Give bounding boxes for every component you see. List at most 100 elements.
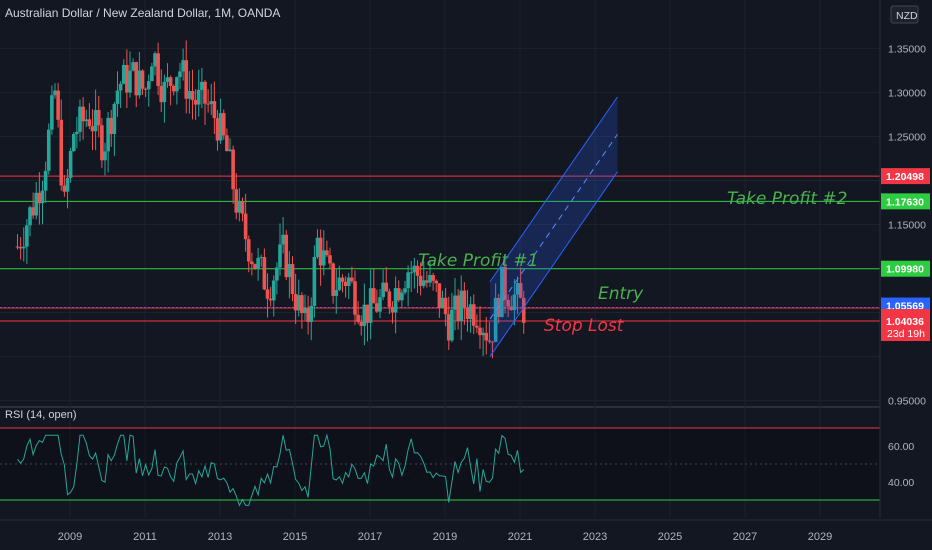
parallel-channel [489, 96, 618, 357]
candle-body [468, 304, 473, 320]
channel-mid [489, 133, 618, 320]
rsi-line [17, 433, 525, 507]
currency-label: NZD [896, 10, 918, 22]
time-tick-label: 2013 [208, 531, 232, 543]
candle-body [290, 264, 295, 295]
candle-body [146, 81, 151, 90]
currency-badge [890, 5, 919, 24]
candle-body [346, 277, 351, 287]
candle-body [234, 189, 239, 213]
candle-body [412, 265, 417, 273]
annotation-label: Stop Lost [544, 316, 625, 336]
time-tick-label: 2011 [133, 531, 157, 543]
candle-body [240, 201, 245, 214]
candle-body [446, 314, 451, 341]
candle-body [218, 113, 223, 141]
channel-upper [489, 96, 618, 283]
annotation-label: Take Profit #2 [727, 189, 847, 209]
annotation-label: Take Profit #1 [418, 251, 538, 271]
rsi-pane [0, 427, 880, 507]
time-tick-label: 2025 [658, 531, 682, 543]
price-tick-label: 1.30000 [888, 87, 926, 99]
candle-body [343, 281, 348, 287]
candle-body [443, 297, 448, 315]
candle-body [440, 297, 445, 308]
candle-body [109, 117, 114, 134]
candle-body [75, 131, 79, 135]
candle-body [165, 77, 170, 82]
candle-body [37, 192, 42, 204]
candle-body [296, 295, 301, 311]
candle-body [515, 283, 520, 295]
candle-body [315, 237, 320, 257]
candle-body [428, 275, 432, 283]
candle-body [387, 291, 392, 307]
candle-body [78, 106, 82, 132]
candle-body [159, 85, 164, 103]
candle-body [390, 306, 395, 313]
candle-body [521, 297, 526, 323]
candle-body [309, 305, 314, 323]
candle-body [243, 213, 248, 240]
time-tick-label: 2021 [508, 531, 532, 543]
candle-body [375, 303, 379, 312]
candle-body [368, 288, 373, 323]
candle-body [312, 256, 317, 306]
candle-body [362, 304, 367, 326]
candle-body [431, 275, 435, 281]
price-tick-label: 1.25000 [888, 131, 926, 143]
candle-body [231, 149, 235, 190]
rsi-tick-label: 60.00 [888, 441, 914, 453]
candle-body [121, 65, 126, 84]
candle-body [71, 134, 76, 151]
candle-body [156, 53, 160, 86]
time-tick-label: 2015 [283, 531, 307, 543]
candle-body [143, 88, 148, 90]
candle-body [62, 185, 67, 192]
candle-body [281, 234, 285, 245]
candle-body [103, 151, 107, 161]
countdown-badge [881, 325, 930, 342]
candle-body [262, 257, 267, 290]
candle-body [365, 304, 370, 323]
candle-body [421, 280, 426, 286]
candle-body [356, 314, 360, 322]
candle-body [478, 327, 482, 336]
candle-body [325, 250, 329, 256]
candle-body [175, 77, 179, 92]
time-axis: 2009 2011 2013 2015 2017 2019 2021 2023 2025 2027… [0, 519, 932, 543]
candle-body [253, 264, 257, 269]
candle-body [415, 265, 420, 276]
candle-body [206, 103, 210, 105]
candle-body [53, 90, 57, 96]
candle-body [271, 280, 276, 301]
candle-body [490, 341, 495, 343]
candle-body [178, 71, 182, 78]
candle-body [137, 70, 142, 96]
candle-body [321, 250, 326, 266]
candle-body [306, 307, 310, 323]
chart-title: Australian Dollar / New Zealand Dollar, … [5, 6, 281, 20]
candle-body [453, 295, 457, 310]
price-axis: 1.35000 1.30000 1.25000 1.15000 0.95000 1.204… [879, 0, 932, 550]
candle-body [96, 110, 101, 126]
candle-body [371, 288, 376, 304]
candle-body [278, 244, 282, 268]
price-badge [881, 193, 930, 210]
candle-body [140, 70, 145, 89]
candle-body [225, 135, 229, 152]
candle-body [496, 297, 501, 317]
candle-body [131, 62, 135, 71]
candle-body [21, 246, 26, 249]
candle-body [393, 288, 398, 313]
candle-body [409, 272, 414, 274]
time-tick-label: 2009 [58, 531, 82, 543]
annotations: Take Profit #2 Take Profit #1 Entry Stop Lo… [418, 189, 847, 336]
candle-body [193, 99, 198, 105]
candle-body [484, 332, 489, 341]
candle-body [87, 119, 92, 127]
candle-body [506, 299, 510, 307]
candle-body [246, 239, 251, 262]
price-badge [881, 168, 930, 185]
